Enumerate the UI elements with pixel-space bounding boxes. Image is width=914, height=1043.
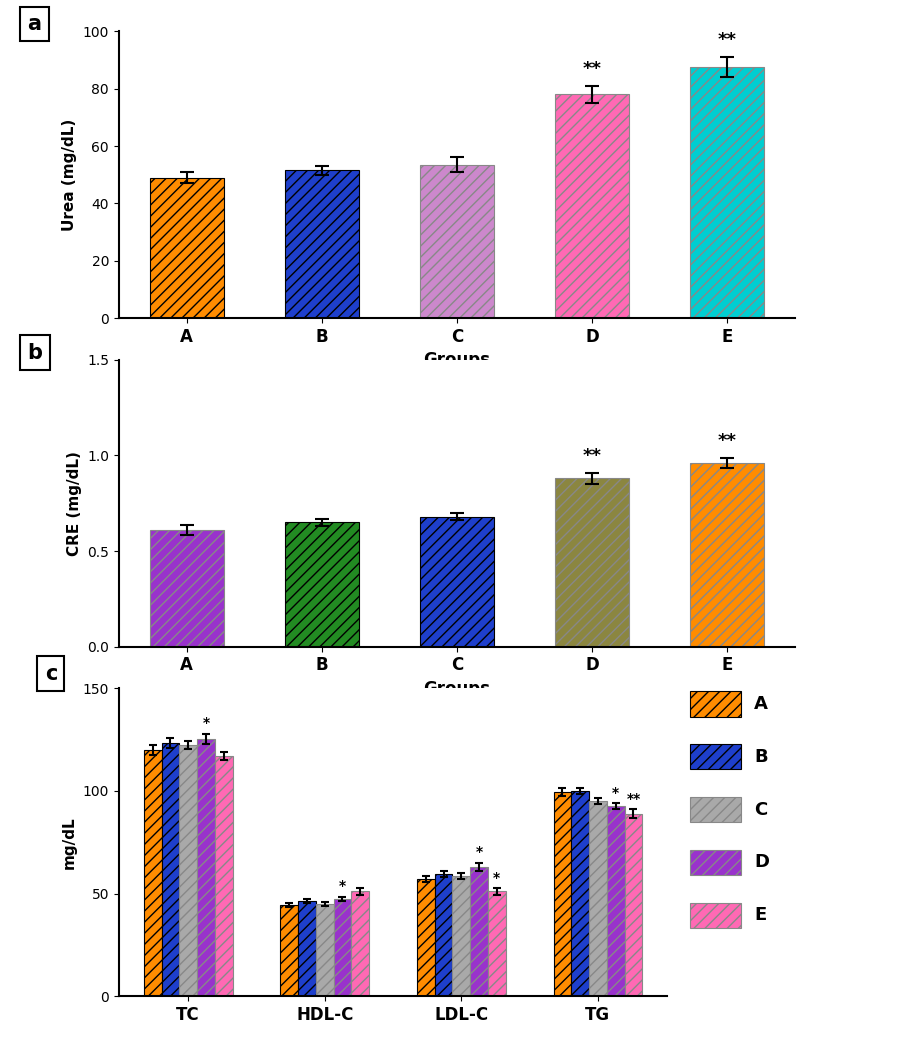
Bar: [351, 892, 369, 996]
Y-axis label: mg/dL: mg/dL: [62, 816, 77, 869]
Bar: [162, 743, 179, 996]
Bar: [435, 874, 452, 996]
Bar: [690, 902, 741, 928]
Bar: [417, 879, 435, 996]
Bar: [334, 899, 351, 996]
Bar: [589, 801, 607, 996]
Bar: [607, 806, 624, 996]
Text: c: c: [45, 663, 58, 684]
Bar: [624, 814, 643, 996]
Text: *: *: [494, 871, 500, 884]
Y-axis label: CRE (mg/dL): CRE (mg/dL): [67, 451, 81, 556]
Bar: [690, 692, 741, 717]
Text: C: C: [754, 801, 767, 819]
Bar: [215, 756, 232, 996]
Text: **: **: [626, 792, 641, 805]
Bar: [284, 523, 359, 647]
Text: **: **: [582, 446, 601, 464]
X-axis label: Groups: Groups: [423, 680, 491, 698]
Text: A: A: [754, 695, 768, 713]
Bar: [554, 792, 571, 996]
Bar: [298, 901, 316, 996]
Text: **: **: [717, 31, 737, 49]
Y-axis label: Urea (mg/dL): Urea (mg/dL): [62, 119, 77, 231]
Bar: [690, 850, 741, 875]
Bar: [452, 876, 470, 996]
Text: *: *: [612, 785, 619, 800]
Text: D: D: [754, 853, 769, 871]
Bar: [420, 516, 494, 647]
Bar: [470, 867, 488, 996]
Bar: [284, 170, 359, 318]
Bar: [555, 95, 630, 318]
Bar: [690, 463, 764, 647]
Text: *: *: [202, 715, 209, 730]
Text: *: *: [475, 845, 483, 859]
Bar: [488, 892, 505, 996]
X-axis label: Groups: Groups: [423, 351, 491, 369]
Bar: [150, 177, 224, 318]
Bar: [571, 791, 589, 996]
Bar: [555, 479, 630, 647]
Bar: [420, 165, 494, 318]
Bar: [690, 797, 741, 822]
Bar: [150, 530, 224, 647]
Text: **: **: [717, 432, 737, 451]
Bar: [281, 904, 298, 996]
Bar: [143, 750, 162, 996]
Text: E: E: [754, 906, 766, 924]
Bar: [197, 738, 215, 996]
Bar: [690, 67, 764, 318]
Text: b: b: [27, 342, 43, 363]
Text: **: **: [582, 59, 601, 78]
Text: *: *: [339, 879, 346, 893]
Bar: [690, 745, 741, 770]
Text: B: B: [754, 748, 768, 766]
Bar: [179, 745, 197, 996]
Bar: [316, 903, 334, 996]
Text: a: a: [27, 15, 41, 34]
